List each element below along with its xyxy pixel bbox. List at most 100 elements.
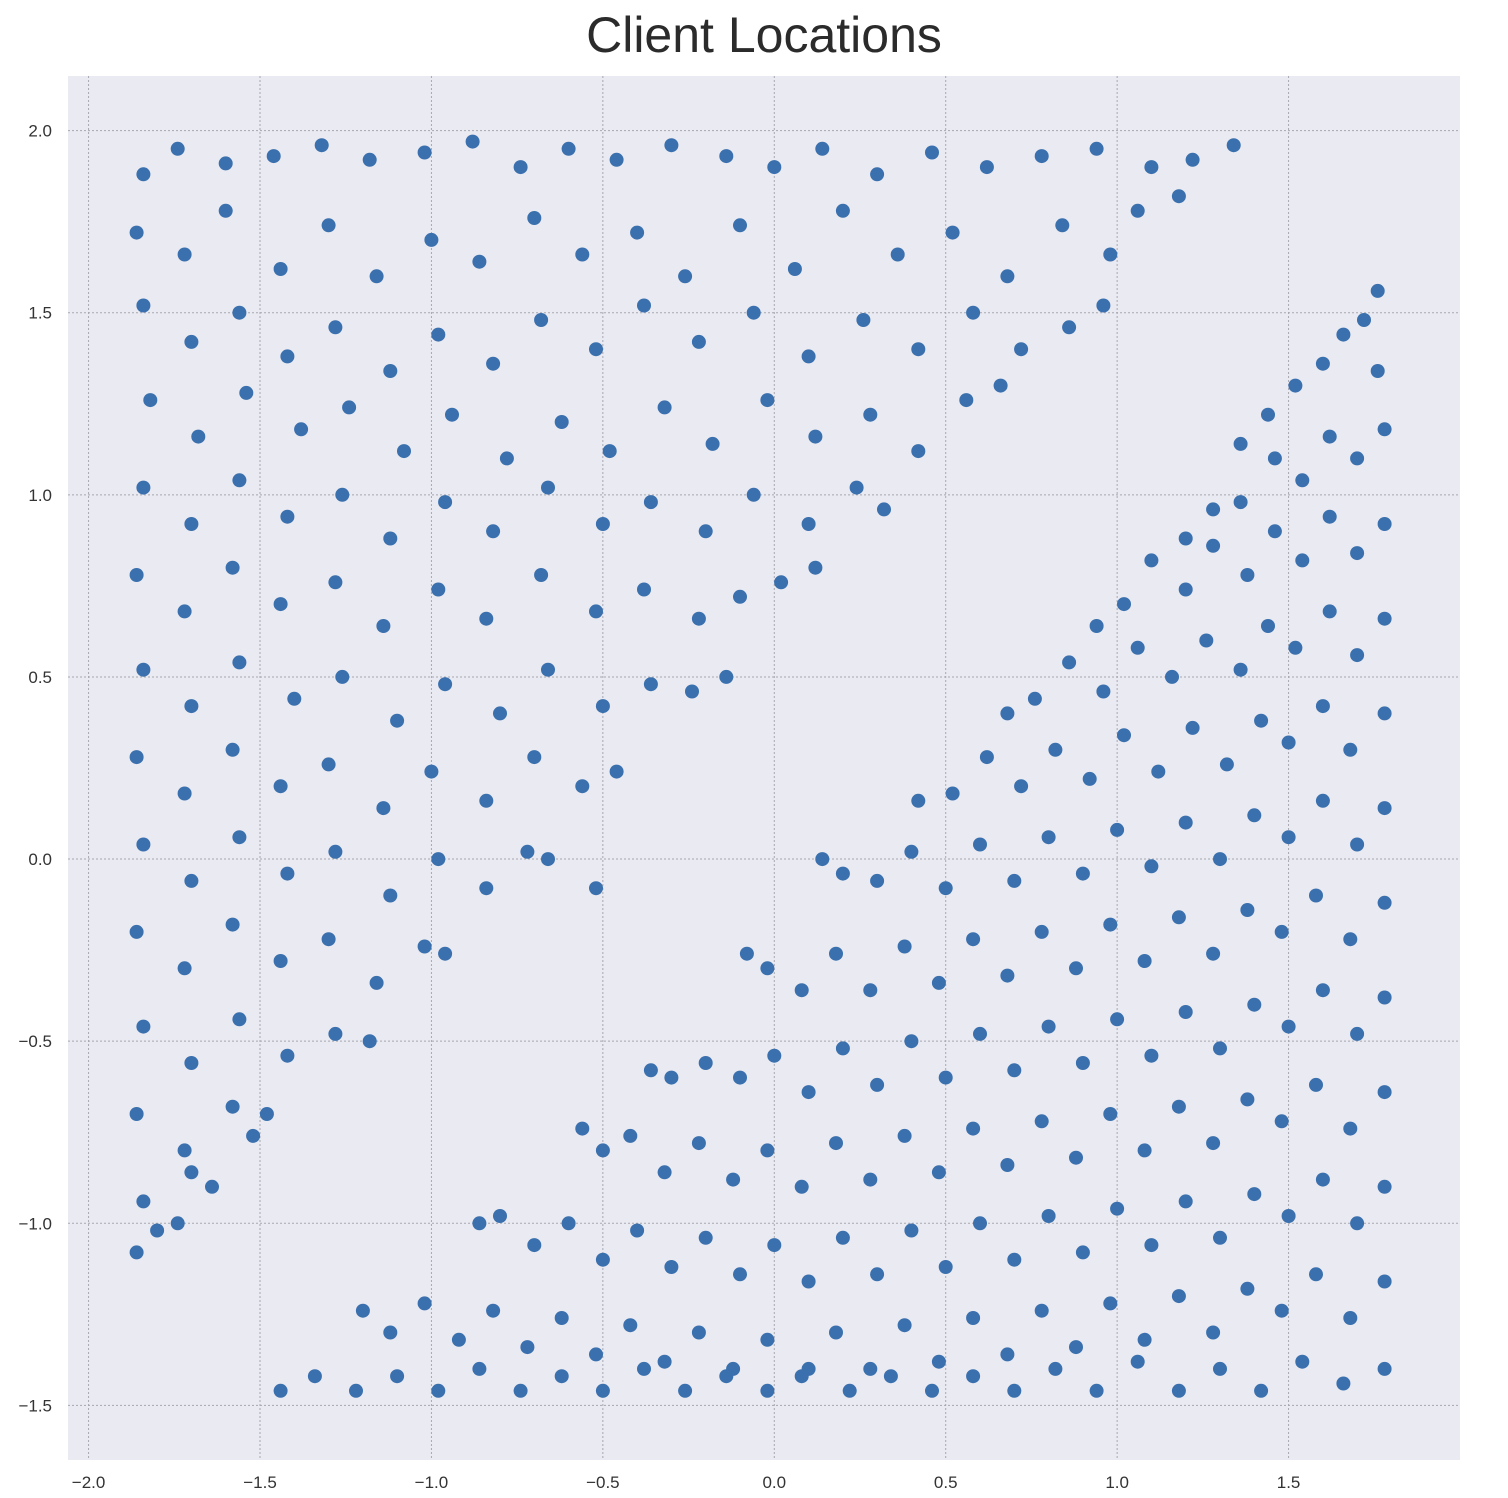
scatter-point (609, 764, 624, 779)
scatter-point (794, 983, 809, 998)
scatter-point (1000, 968, 1015, 983)
scatter-point (1048, 1361, 1063, 1376)
scatter-point (870, 873, 885, 888)
scatter-point (691, 611, 706, 626)
scatter-point (136, 662, 151, 677)
x-tick-label: 0.0 (762, 1473, 786, 1492)
scatter-point (829, 1136, 843, 1151)
scatter-point (136, 167, 151, 182)
scatter-point (1165, 669, 1179, 684)
scatter-point (1370, 364, 1385, 378)
x-tick-label: 1.5 (1277, 1473, 1301, 1492)
scatter-point (1240, 1092, 1255, 1107)
scatter-point (1137, 1143, 1152, 1158)
scatter-point (1034, 924, 1049, 939)
scatter-point (438, 495, 453, 510)
scatter-point (184, 1056, 199, 1070)
scatter-point (1178, 1194, 1193, 1209)
scatter-point (1377, 1179, 1392, 1194)
scatter-point (1110, 1012, 1125, 1027)
scatter-point (1309, 888, 1323, 903)
scatter-point (1240, 568, 1255, 582)
scatter-point (1281, 1019, 1296, 1034)
scatter-point (589, 604, 603, 619)
scatter-point (1377, 422, 1392, 437)
scatter-point (1274, 924, 1289, 939)
scatter-point (1007, 873, 1022, 888)
scatter-point (1110, 1201, 1125, 1216)
scatter-point (678, 269, 693, 284)
scatter-point (575, 1121, 590, 1136)
scatter-point (170, 1216, 185, 1231)
scatter-point (966, 1311, 981, 1325)
x-tick-label: 0.5 (934, 1473, 958, 1492)
scatter-point (1350, 837, 1365, 852)
scatter-point (1007, 1383, 1022, 1398)
scatter-point (1315, 793, 1330, 808)
scatter-point (321, 218, 336, 233)
scatter-point (246, 1128, 261, 1143)
scatter-point (1350, 1216, 1365, 1231)
scatter-point (973, 837, 987, 852)
scatter-point (698, 524, 713, 539)
scatter-point (870, 1267, 885, 1282)
scatter-point (232, 830, 247, 845)
scatter-point (1219, 757, 1234, 772)
scatter-point (897, 939, 912, 954)
scatter-point (259, 1107, 274, 1121)
scatter-point (1343, 742, 1358, 757)
scatter-point (328, 320, 343, 335)
scatter-point (184, 517, 199, 531)
scatter-point (1206, 538, 1221, 553)
scatter-point (362, 152, 377, 167)
scatter-point (1199, 633, 1214, 648)
scatter-point (1117, 597, 1131, 612)
scatter-point (1315, 1172, 1330, 1187)
scatter-point (136, 837, 151, 852)
scatter-point (637, 582, 651, 597)
scatter-point (931, 975, 946, 990)
scatter-point (307, 1369, 322, 1384)
scatter-point (1171, 1099, 1186, 1114)
scatter-point (760, 1383, 775, 1398)
scatter-point (1062, 655, 1077, 670)
scatter-point (739, 946, 754, 961)
scatter-point (1069, 1340, 1083, 1355)
scatter-point (493, 1209, 507, 1223)
scatter-point (575, 779, 590, 794)
scatter-point (760, 1332, 775, 1347)
scatter-point (541, 480, 555, 495)
scatter-point (973, 1216, 987, 1231)
scatter-point (595, 1143, 610, 1158)
scatter-point (554, 1311, 569, 1325)
chart-title: Client Locations (586, 7, 942, 63)
scatter-point (554, 415, 569, 429)
scatter-point (1171, 189, 1186, 204)
scatter-point (1309, 1077, 1323, 1092)
scatter-point (1281, 830, 1296, 845)
scatter-point (595, 517, 610, 531)
scatter-point (486, 1303, 501, 1318)
scatter-point (383, 364, 398, 378)
scatter-point (335, 669, 350, 684)
y-tick-label: 2.0 (28, 122, 52, 141)
scatter-point (273, 779, 288, 794)
scatter-point (1144, 160, 1159, 175)
scatter-point (136, 298, 151, 313)
scatter-point (643, 677, 658, 692)
scatter-point (273, 1383, 288, 1398)
scatter-point (1315, 983, 1330, 998)
scatter-point (355, 1303, 370, 1318)
scatter-point (575, 247, 590, 262)
scatter-point (602, 444, 617, 459)
scatter-point (1322, 509, 1337, 524)
scatter-point (938, 1260, 953, 1274)
scatter-point (801, 1085, 816, 1100)
scatter-point (664, 138, 679, 153)
scatter-point (1343, 932, 1358, 947)
grid-lines (68, 76, 1460, 1460)
scatter-point (698, 1056, 713, 1070)
scatter-point (328, 844, 343, 859)
scatter-point (150, 1223, 165, 1238)
scatter-point (143, 393, 158, 408)
